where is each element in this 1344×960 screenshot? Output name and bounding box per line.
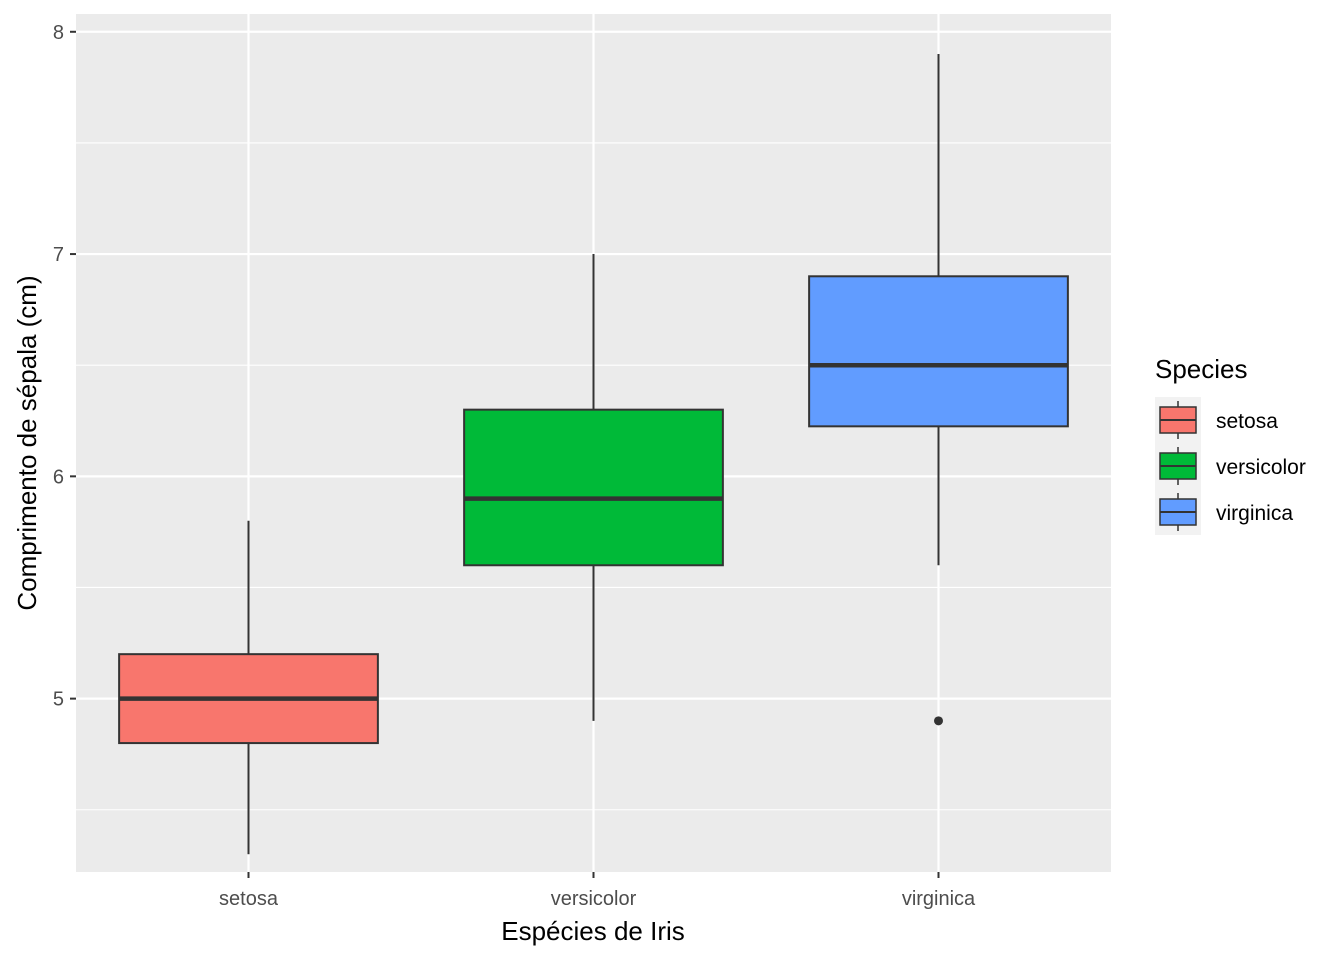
legend-item-setosa: setosa xyxy=(1155,397,1278,443)
box-setosa xyxy=(118,520,379,855)
legend-title: Species xyxy=(1155,354,1248,384)
x-tick-label: virginica xyxy=(902,888,976,910)
y-tick-label: 8 xyxy=(53,22,64,44)
y-tick-label: 7 xyxy=(53,244,64,266)
legend: Species setosa versicolor virginica xyxy=(1155,354,1306,535)
y-tick-label: 5 xyxy=(53,689,64,711)
box-body xyxy=(808,275,1069,428)
box-virginica xyxy=(808,54,1069,726)
legend-label: virginica xyxy=(1216,502,1293,525)
x-tick-label: setosa xyxy=(219,888,279,910)
legend-item-virginica: virginica xyxy=(1155,489,1293,535)
legend-label: setosa xyxy=(1216,410,1278,433)
boxes xyxy=(118,54,1069,855)
x-axis-title: Espécies de Iris xyxy=(501,916,685,946)
box-body xyxy=(463,408,724,567)
box-versicolor xyxy=(463,254,724,721)
x-tick-label: versicolor xyxy=(551,888,637,910)
y-axis-title: Comprimento de sépala (cm) xyxy=(12,275,42,610)
axes: 5 6 7 8 setosa versicolor virginica xyxy=(53,22,976,910)
outlier-point xyxy=(934,716,943,726)
legend-item-versicolor: versicolor xyxy=(1155,443,1306,489)
legend-label: versicolor xyxy=(1216,456,1306,479)
y-tick-label: 6 xyxy=(53,466,64,488)
